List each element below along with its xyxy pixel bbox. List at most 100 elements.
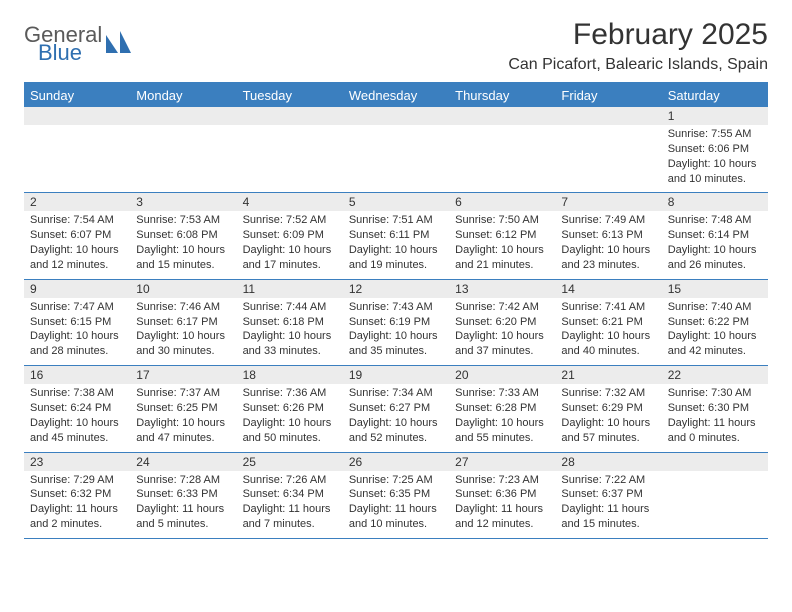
day-details: Sunrise: 7:26 AMSunset: 6:34 PMDaylight:… bbox=[237, 473, 343, 532]
day-cell: 20Sunrise: 7:33 AMSunset: 6:28 PMDayligh… bbox=[449, 366, 555, 451]
day-details: Sunrise: 7:52 AMSunset: 6:09 PMDaylight:… bbox=[237, 213, 343, 272]
sunrise-text: Sunrise: 7:50 AM bbox=[455, 213, 549, 228]
sunrise-text: Sunrise: 7:23 AM bbox=[455, 473, 549, 488]
calendar: Sunday Monday Tuesday Wednesday Thursday… bbox=[24, 82, 768, 539]
week-row: 16Sunrise: 7:38 AMSunset: 6:24 PMDayligh… bbox=[24, 366, 768, 452]
sunset-text: Sunset: 6:25 PM bbox=[136, 401, 230, 416]
sunrise-text: Sunrise: 7:54 AM bbox=[30, 213, 124, 228]
sunrise-text: Sunrise: 7:52 AM bbox=[243, 213, 337, 228]
sunrise-text: Sunrise: 7:25 AM bbox=[349, 473, 443, 488]
day-number bbox=[343, 107, 449, 125]
day-cell bbox=[555, 107, 661, 192]
day-number: 13 bbox=[449, 280, 555, 298]
day-number bbox=[449, 107, 555, 125]
day-header-row: Sunday Monday Tuesday Wednesday Thursday… bbox=[24, 84, 768, 107]
day-details: Sunrise: 7:30 AMSunset: 6:30 PMDaylight:… bbox=[662, 386, 768, 445]
day-details: Sunrise: 7:34 AMSunset: 6:27 PMDaylight:… bbox=[343, 386, 449, 445]
day-cell: 8Sunrise: 7:48 AMSunset: 6:14 PMDaylight… bbox=[662, 193, 768, 278]
sunset-text: Sunset: 6:06 PM bbox=[668, 142, 762, 157]
sunset-text: Sunset: 6:37 PM bbox=[561, 487, 655, 502]
day-details: Sunrise: 7:33 AMSunset: 6:28 PMDaylight:… bbox=[449, 386, 555, 445]
day-header: Thursday bbox=[449, 84, 555, 107]
day-cell: 12Sunrise: 7:43 AMSunset: 6:19 PMDayligh… bbox=[343, 280, 449, 365]
daylight-text: Daylight: 10 hours and 55 minutes. bbox=[455, 416, 549, 446]
daylight-text: Daylight: 10 hours and 57 minutes. bbox=[561, 416, 655, 446]
day-number bbox=[662, 453, 768, 471]
sunset-text: Sunset: 6:15 PM bbox=[30, 315, 124, 330]
day-cell: 15Sunrise: 7:40 AMSunset: 6:22 PMDayligh… bbox=[662, 280, 768, 365]
daylight-text: Daylight: 10 hours and 42 minutes. bbox=[668, 329, 762, 359]
day-cell: 17Sunrise: 7:37 AMSunset: 6:25 PMDayligh… bbox=[130, 366, 236, 451]
sunrise-text: Sunrise: 7:49 AM bbox=[561, 213, 655, 228]
day-details: Sunrise: 7:28 AMSunset: 6:33 PMDaylight:… bbox=[130, 473, 236, 532]
day-details: Sunrise: 7:42 AMSunset: 6:20 PMDaylight:… bbox=[449, 300, 555, 359]
day-details: Sunrise: 7:38 AMSunset: 6:24 PMDaylight:… bbox=[24, 386, 130, 445]
day-details: Sunrise: 7:51 AMSunset: 6:11 PMDaylight:… bbox=[343, 213, 449, 272]
daylight-text: Daylight: 10 hours and 30 minutes. bbox=[136, 329, 230, 359]
sunset-text: Sunset: 6:27 PM bbox=[349, 401, 443, 416]
sunset-text: Sunset: 6:17 PM bbox=[136, 315, 230, 330]
day-number: 27 bbox=[449, 453, 555, 471]
day-cell: 11Sunrise: 7:44 AMSunset: 6:18 PMDayligh… bbox=[237, 280, 343, 365]
daylight-text: Daylight: 10 hours and 21 minutes. bbox=[455, 243, 549, 273]
sunrise-text: Sunrise: 7:37 AM bbox=[136, 386, 230, 401]
sunrise-text: Sunrise: 7:43 AM bbox=[349, 300, 443, 315]
day-number bbox=[24, 107, 130, 125]
day-cell bbox=[662, 453, 768, 538]
sunset-text: Sunset: 6:33 PM bbox=[136, 487, 230, 502]
sunrise-text: Sunrise: 7:38 AM bbox=[30, 386, 124, 401]
sunset-text: Sunset: 6:26 PM bbox=[243, 401, 337, 416]
logo-text-blue: Blue bbox=[38, 42, 102, 64]
sunset-text: Sunset: 6:28 PM bbox=[455, 401, 549, 416]
week-row: 1Sunrise: 7:55 AMSunset: 6:06 PMDaylight… bbox=[24, 107, 768, 193]
sunset-text: Sunset: 6:13 PM bbox=[561, 228, 655, 243]
day-cell: 27Sunrise: 7:23 AMSunset: 6:36 PMDayligh… bbox=[449, 453, 555, 538]
day-cell: 19Sunrise: 7:34 AMSunset: 6:27 PMDayligh… bbox=[343, 366, 449, 451]
logo: General Blue bbox=[24, 18, 132, 64]
daylight-text: Daylight: 10 hours and 12 minutes. bbox=[30, 243, 124, 273]
day-cell: 10Sunrise: 7:46 AMSunset: 6:17 PMDayligh… bbox=[130, 280, 236, 365]
daylight-text: Daylight: 10 hours and 33 minutes. bbox=[243, 329, 337, 359]
day-cell: 3Sunrise: 7:53 AMSunset: 6:08 PMDaylight… bbox=[130, 193, 236, 278]
day-cell: 9Sunrise: 7:47 AMSunset: 6:15 PMDaylight… bbox=[24, 280, 130, 365]
daylight-text: Daylight: 11 hours and 12 minutes. bbox=[455, 502, 549, 532]
day-cell: 6Sunrise: 7:50 AMSunset: 6:12 PMDaylight… bbox=[449, 193, 555, 278]
day-cell: 23Sunrise: 7:29 AMSunset: 6:32 PMDayligh… bbox=[24, 453, 130, 538]
sunrise-text: Sunrise: 7:26 AM bbox=[243, 473, 337, 488]
day-number: 10 bbox=[130, 280, 236, 298]
day-cell bbox=[237, 107, 343, 192]
location: Can Picafort, Balearic Islands, Spain bbox=[508, 56, 768, 74]
day-details: Sunrise: 7:41 AMSunset: 6:21 PMDaylight:… bbox=[555, 300, 661, 359]
day-number: 23 bbox=[24, 453, 130, 471]
sunrise-text: Sunrise: 7:48 AM bbox=[668, 213, 762, 228]
day-number: 18 bbox=[237, 366, 343, 384]
day-number: 12 bbox=[343, 280, 449, 298]
day-cell: 7Sunrise: 7:49 AMSunset: 6:13 PMDaylight… bbox=[555, 193, 661, 278]
day-number: 28 bbox=[555, 453, 661, 471]
sunset-text: Sunset: 6:09 PM bbox=[243, 228, 337, 243]
week-row: 9Sunrise: 7:47 AMSunset: 6:15 PMDaylight… bbox=[24, 280, 768, 366]
day-cell: 16Sunrise: 7:38 AMSunset: 6:24 PMDayligh… bbox=[24, 366, 130, 451]
sunrise-text: Sunrise: 7:44 AM bbox=[243, 300, 337, 315]
day-header: Monday bbox=[130, 84, 236, 107]
daylight-text: Daylight: 10 hours and 52 minutes. bbox=[349, 416, 443, 446]
sunrise-text: Sunrise: 7:33 AM bbox=[455, 386, 549, 401]
day-details: Sunrise: 7:40 AMSunset: 6:22 PMDaylight:… bbox=[662, 300, 768, 359]
title-block: February 2025 Can Picafort, Balearic Isl… bbox=[508, 18, 768, 74]
day-details: Sunrise: 7:37 AMSunset: 6:25 PMDaylight:… bbox=[130, 386, 236, 445]
sunset-text: Sunset: 6:14 PM bbox=[668, 228, 762, 243]
daylight-text: Daylight: 11 hours and 7 minutes. bbox=[243, 502, 337, 532]
daylight-text: Daylight: 10 hours and 19 minutes. bbox=[349, 243, 443, 273]
daylight-text: Daylight: 10 hours and 45 minutes. bbox=[30, 416, 124, 446]
sunrise-text: Sunrise: 7:30 AM bbox=[668, 386, 762, 401]
daylight-text: Daylight: 10 hours and 15 minutes. bbox=[136, 243, 230, 273]
day-number: 22 bbox=[662, 366, 768, 384]
day-cell: 5Sunrise: 7:51 AMSunset: 6:11 PMDaylight… bbox=[343, 193, 449, 278]
day-cell: 18Sunrise: 7:36 AMSunset: 6:26 PMDayligh… bbox=[237, 366, 343, 451]
week-row: 2Sunrise: 7:54 AMSunset: 6:07 PMDaylight… bbox=[24, 193, 768, 279]
day-header: Sunday bbox=[24, 84, 130, 107]
day-number bbox=[237, 107, 343, 125]
day-cell bbox=[449, 107, 555, 192]
header: General Blue February 2025 Can Picafort,… bbox=[24, 18, 768, 74]
day-details: Sunrise: 7:25 AMSunset: 6:35 PMDaylight:… bbox=[343, 473, 449, 532]
